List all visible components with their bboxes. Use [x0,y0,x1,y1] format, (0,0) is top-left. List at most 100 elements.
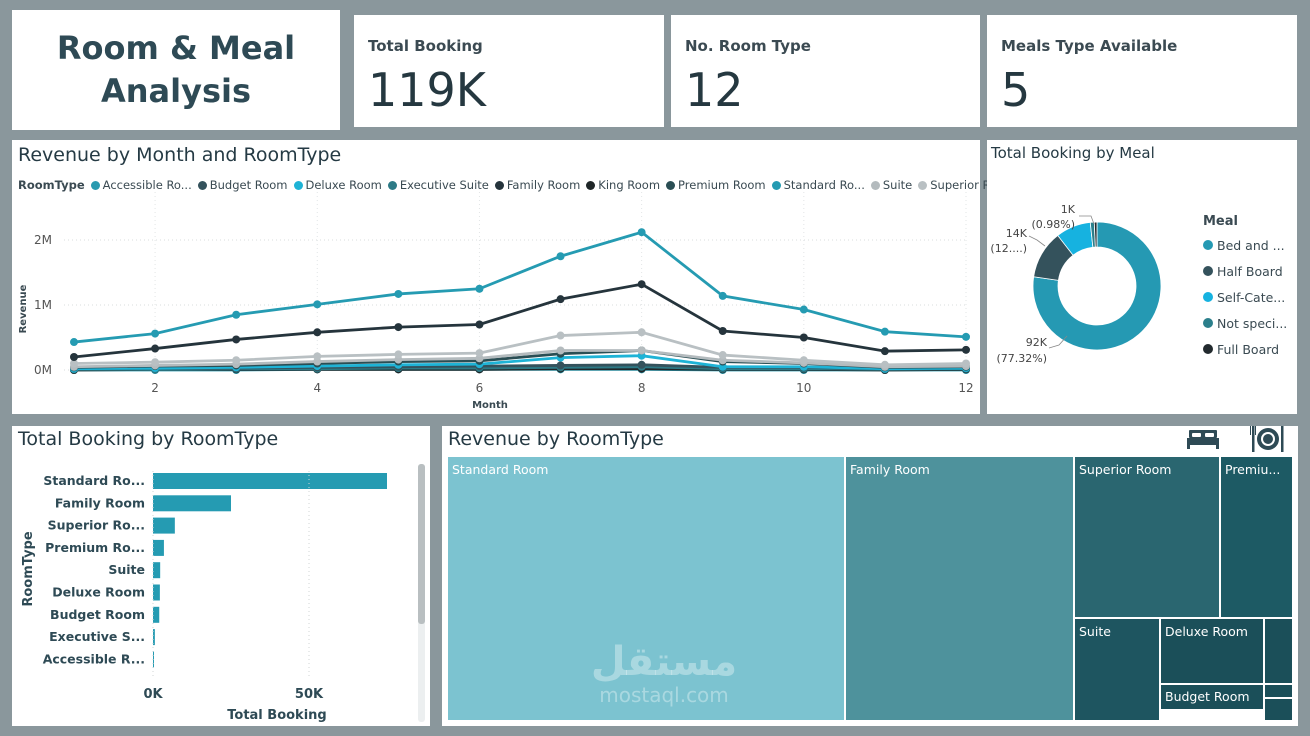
treemap-area[interactable]: Standard Room Family Room Superior Room Pre… [447,456,1293,721]
legend-item[interactable]: Standard Ro... [771,178,865,192]
series-line[interactable] [73,349,967,369]
series-point[interactable] [880,327,889,336]
series-point[interactable] [718,291,727,300]
revenue-line-chart-panel[interactable]: Revenue by Month and RoomType RoomType A… [12,140,1008,414]
legend-item[interactable]: Family Room [494,178,580,192]
legend-item[interactable]: Accessible Ro... [90,178,192,192]
treemap-cell[interactable]: Family Room [845,456,1074,721]
line-chart-svg[interactable]: 0M 1M 2M 2 4 6 8 10 12 Month Revenue [12,140,980,414]
plate-cutlery-icon[interactable] [1250,424,1286,454]
series-point[interactable] [799,333,808,342]
donut-chart-svg[interactable]: 92K (77.32%) 14K (12....) 1K (0.98%) [987,140,1297,414]
bar[interactable] [153,606,160,623]
donut-legend-item[interactable]: Half Board [1203,258,1287,284]
series-point[interactable] [556,346,565,355]
series-line[interactable] [73,354,967,371]
legend-dot [666,180,676,190]
room-type-count-card[interactable]: No. Room Type 12 [671,15,980,127]
series-point[interactable] [313,352,322,361]
series-point[interactable] [880,360,889,369]
treemap-cell[interactable]: Budget Room [1160,684,1264,710]
legend-item[interactable]: Executive Suite [387,178,489,192]
series-point[interactable] [313,300,322,309]
series-point[interactable] [637,280,646,289]
bar[interactable] [153,495,231,512]
bar[interactable] [153,539,164,556]
bar-chart-svg[interactable]: Standard Ro... Family Room Superior Ro... P… [12,426,430,726]
treemap-cell[interactable] [1264,684,1293,698]
treemap-cell[interactable]: Deluxe Room [1160,618,1264,684]
bar[interactable] [153,562,161,579]
treemap-cell-label: Budget Room [1165,689,1250,704]
legend-label: Bed and ... [1217,237,1285,253]
legend-item[interactable]: Premium Room [666,178,766,192]
donut-legend-item[interactable]: Full Board [1203,336,1287,362]
series-point[interactable] [151,358,160,367]
series-point[interactable] [962,359,970,368]
legend-item[interactable]: Suite [870,178,912,192]
series-point[interactable] [232,335,241,344]
series-point[interactable] [962,345,970,354]
series-point[interactable] [637,346,646,355]
bar[interactable] [153,584,160,601]
treemap-cell[interactable]: Suite [1074,618,1160,721]
treemap-cell[interactable] [1264,618,1293,684]
series-point[interactable] [232,310,241,319]
series-point[interactable] [475,349,484,358]
series-point[interactable] [475,284,484,293]
series-point[interactable] [70,359,78,368]
series-point[interactable] [799,305,808,314]
series-line[interactable] [73,230,967,344]
legend-item[interactable]: Deluxe Room [293,178,382,192]
series-point[interactable] [232,356,241,365]
bar[interactable] [153,517,175,534]
bar[interactable] [153,629,155,646]
series-point[interactable] [394,323,403,332]
y-tick-label: 0M [34,363,52,377]
series-point[interactable] [718,327,727,335]
legend-item[interactable]: Budget Room [197,178,288,192]
series-point[interactable] [556,361,565,370]
series-point[interactable] [151,329,160,338]
series-point[interactable] [556,295,565,304]
bar[interactable] [153,473,387,489]
legend-item[interactable]: King Room [586,178,660,192]
series-point[interactable] [637,328,646,337]
donut-legend-item[interactable]: Not speci... [1203,310,1287,336]
total-booking-card[interactable]: Total Booking 119K [354,15,664,127]
donut-legend[interactable]: Meal Bed and ... Half Board Self-Cate... No… [1203,214,1287,362]
series-point[interactable] [151,344,160,353]
treemap-cell[interactable]: Premiu... [1220,456,1293,618]
series-point[interactable] [718,351,727,360]
meal-types-card[interactable]: Meals Type Available 5 [987,15,1297,127]
legend-dot [90,180,100,190]
meal-donut-panel[interactable]: Total Booking by Meal 92K (77.32%) 14K (12.… [987,140,1297,414]
series-point[interactable] [394,350,403,359]
series-point[interactable] [475,320,484,329]
booking-bar-chart-panel[interactable]: Total Booking by RoomType Standard Ro...… [12,426,430,726]
donut-slice[interactable] [1093,221,1098,248]
series-point[interactable] [962,332,970,341]
series-point[interactable] [799,356,808,365]
series-point[interactable] [70,338,78,347]
bed-icon[interactable] [1186,426,1222,452]
series-line[interactable] [73,330,967,367]
series-point[interactable] [637,228,646,237]
series-point[interactable] [394,289,403,298]
revenue-treemap-panel[interactable]: Revenue by RoomType Standard Room Family … [442,426,1298,726]
series-point[interactable] [880,347,889,356]
donut-slice[interactable] [1032,221,1162,351]
series-point[interactable] [556,252,565,261]
series-line[interactable] [73,282,967,359]
series-point[interactable] [313,328,322,337]
series-point[interactable] [637,360,646,369]
series-point[interactable] [556,331,565,340]
donut-legend-item[interactable]: Bed and ... [1203,232,1287,258]
scrollbar-thumb[interactable] [418,464,425,624]
treemap-cell[interactable] [1264,698,1293,721]
line-chart-legend[interactable]: RoomType Accessible Ro... Budget Room Delu… [18,178,1014,193]
donut-legend-item[interactable]: Self-Cate... [1203,284,1287,310]
treemap-cell[interactable]: Standard Room [447,456,845,721]
treemap-cell[interactable]: Superior Room [1074,456,1220,618]
series-point[interactable] [70,353,78,361]
